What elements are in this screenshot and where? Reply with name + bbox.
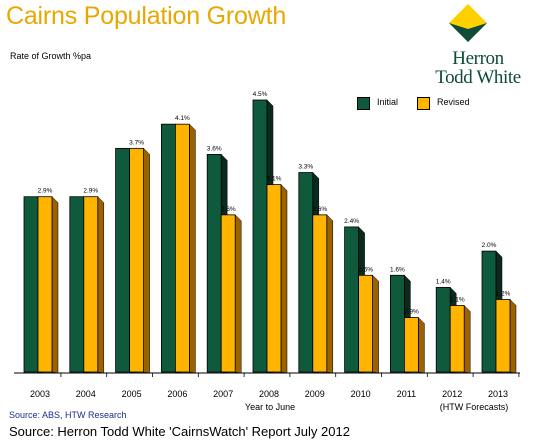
bar-revised-2010 [358, 274, 374, 373]
x-tick-label-2008: 2008 [259, 389, 279, 399]
x-tick-label-2007: 2007 [213, 389, 233, 399]
x-tick-label-2013: 2013 [488, 389, 508, 399]
data-label-revised-2009: 2.6% [312, 206, 327, 213]
legend-swatch-initial [357, 97, 370, 110]
bar-side-revised-2006 [189, 123, 196, 374]
legend-label-revised: Revised [437, 97, 470, 107]
data-label-revised-2010: 1.6% [358, 266, 373, 273]
bar-initial-2012 [435, 286, 451, 373]
data-label-revised-2012: 1.1% [450, 297, 465, 304]
forecast-annotation: (HTW Forecasts) [439, 402, 509, 412]
legend-label-initial: Initial [377, 97, 399, 107]
bar-side-revised-2013 [509, 298, 517, 374]
y-axis-label: Rate of Growth %pa [10, 51, 92, 61]
data-label-initial-2012: 1.4% [436, 278, 451, 285]
x-tick-label-2005: 2005 [122, 389, 142, 399]
data-label-initial-2007: 3.6% [207, 145, 222, 152]
source-note-small: Source: ABS, HTW Research [9, 410, 127, 420]
logo-text-todd-white: Todd White [435, 67, 521, 88]
source-note-large: Source: Herron Todd White 'CairnsWatch' … [9, 424, 350, 439]
bar-side-revised-2011 [418, 316, 425, 374]
x-tick-label-2011: 2011 [397, 389, 416, 399]
bar-initial-2004 [69, 196, 85, 373]
bar-revised-2003 [37, 196, 53, 373]
bar-side-revised-2009 [326, 214, 334, 374]
data-label-revised-2013: 1.2% [496, 290, 511, 297]
x-tick-label-2004: 2004 [76, 389, 96, 399]
data-label-initial-2013: 2.0% [482, 242, 497, 249]
x-tick-label-2010: 2010 [351, 389, 371, 399]
bar-initial-2013 [481, 250, 497, 373]
bar-side-revised-2010 [372, 274, 379, 374]
data-label-initial-2010: 2.4% [344, 218, 359, 225]
bar-initial-2011 [389, 274, 405, 373]
bar-revised-2011 [403, 317, 419, 373]
data-label-initial-2008: 4.5% [253, 91, 268, 98]
bar-revised-2004 [83, 196, 99, 373]
data-label-revised-2008: 3.1% [267, 176, 282, 183]
legend-swatch-revised [417, 97, 430, 110]
data-label-revised-2007: 2.6% [221, 206, 236, 213]
data-label-initial-2011: 1.6% [390, 266, 405, 273]
bar-initial-2010 [344, 226, 360, 373]
bar-side-revised-2003 [51, 196, 59, 374]
bar-side-revised-2005 [143, 147, 150, 374]
x-tick-label-2003: 2003 [30, 389, 50, 399]
bar-revised-2009 [312, 214, 328, 373]
data-label-revised-2011: 0.9% [404, 309, 419, 316]
data-label-revised-2004: 2.9% [83, 188, 98, 195]
bar-initial-2007 [206, 153, 222, 373]
data-label-initial-2009: 3.3% [298, 164, 313, 171]
x-tick-label-2009: 2009 [305, 389, 325, 399]
bar-initial-2008 [252, 99, 268, 373]
diamond-logo-icon [449, 4, 487, 42]
bar-side-revised-2007 [234, 214, 242, 374]
bar-revised-2012 [449, 305, 465, 373]
data-label-revised-2005: 3.7% [129, 139, 144, 146]
chart-title: Cairns Population Growth [6, 2, 287, 30]
bar-side-revised-2004 [97, 196, 105, 374]
bar-side-revised-2008 [280, 184, 288, 374]
bar-initial-2006 [160, 123, 176, 373]
x-tick-label-2006: 2006 [167, 389, 187, 399]
logo-text-herron: Herron [452, 48, 504, 69]
bar-revised-2005 [129, 147, 145, 373]
data-label-revised-2006: 4.1% [175, 115, 190, 122]
x-tick-label-2012: 2012 [442, 389, 462, 399]
data-label-revised-2003: 2.9% [38, 188, 53, 195]
bar-revised-2006 [174, 123, 190, 373]
x-axis-title: Year to June [245, 402, 295, 412]
bar-side-revised-2012 [463, 304, 471, 374]
bar-revised-2007 [220, 214, 236, 373]
bar-initial-2003 [23, 196, 39, 373]
bar-revised-2013 [495, 299, 511, 373]
herron-todd-white-logo: Herron Todd White [428, 3, 528, 93]
bar-initial-2009 [298, 172, 314, 373]
bar-initial-2005 [115, 147, 130, 373]
bar-revised-2008 [266, 184, 282, 373]
